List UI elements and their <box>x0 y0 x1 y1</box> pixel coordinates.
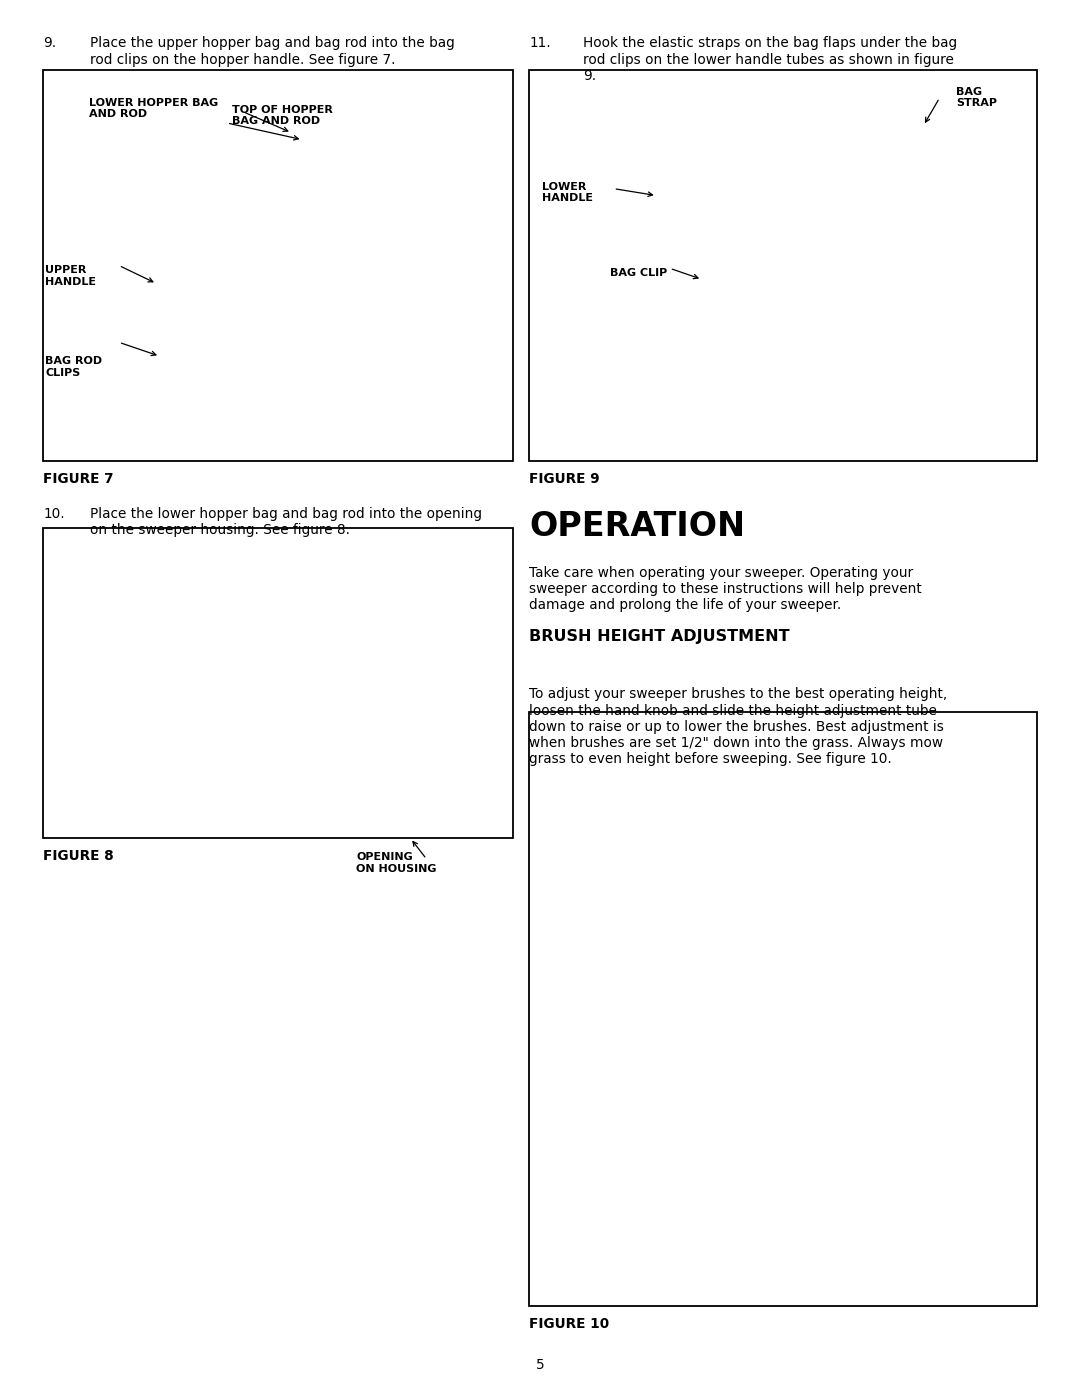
Text: BAG
STRAP: BAG STRAP <box>956 87 997 108</box>
Text: BAG CLIP: BAG CLIP <box>610 268 667 278</box>
Text: OPERATION: OPERATION <box>529 510 745 543</box>
Bar <box>529 712 1037 1306</box>
Bar <box>532 74 1034 457</box>
Text: LOWER
HANDLE: LOWER HANDLE <box>542 182 593 203</box>
Bar <box>43 70 513 461</box>
Text: FIGURE 9: FIGURE 9 <box>529 472 599 486</box>
Text: Hook the elastic straps on the bag flaps under the bag
rod clips on the lower ha: Hook the elastic straps on the bag flaps… <box>583 36 957 82</box>
Text: 11.: 11. <box>529 36 551 50</box>
Text: OPENING
ON HOUSING: OPENING ON HOUSING <box>356 852 437 873</box>
Text: FIGURE 7: FIGURE 7 <box>43 472 113 486</box>
Text: Place the upper hopper bag and bag rod into the bag
rod clips on the hopper hand: Place the upper hopper bag and bag rod i… <box>90 36 455 67</box>
Text: 5: 5 <box>536 1358 544 1372</box>
Text: TOP OF HOPPER
BAG AND ROD: TOP OF HOPPER BAG AND ROD <box>232 105 333 126</box>
Text: To adjust your sweeper brushes to the best operating height,
loosen the hand kno: To adjust your sweeper brushes to the be… <box>529 687 947 766</box>
Bar <box>529 70 1037 461</box>
Text: Place the lower hopper bag and bag rod into the opening
on the sweeper housing. : Place the lower hopper bag and bag rod i… <box>90 507 482 538</box>
Text: UPPER
HANDLE: UPPER HANDLE <box>45 265 96 286</box>
Bar <box>46 74 510 457</box>
Text: FIGURE 8: FIGURE 8 <box>43 849 114 863</box>
Bar <box>532 717 1034 1302</box>
Bar <box>43 528 513 838</box>
Text: LOWER HOPPER BAG
AND ROD: LOWER HOPPER BAG AND ROD <box>89 98 218 119</box>
Text: Take care when operating your sweeper. Operating your
sweeper according to these: Take care when operating your sweeper. O… <box>529 566 922 612</box>
Text: FIGURE 10: FIGURE 10 <box>529 1317 609 1331</box>
Text: 10.: 10. <box>43 507 65 521</box>
Text: BAG ROD
CLIPS: BAG ROD CLIPS <box>45 356 103 377</box>
Bar <box>46 532 510 834</box>
Text: BRUSH HEIGHT ADJUSTMENT: BRUSH HEIGHT ADJUSTMENT <box>529 629 789 644</box>
Text: 9.: 9. <box>43 36 56 50</box>
